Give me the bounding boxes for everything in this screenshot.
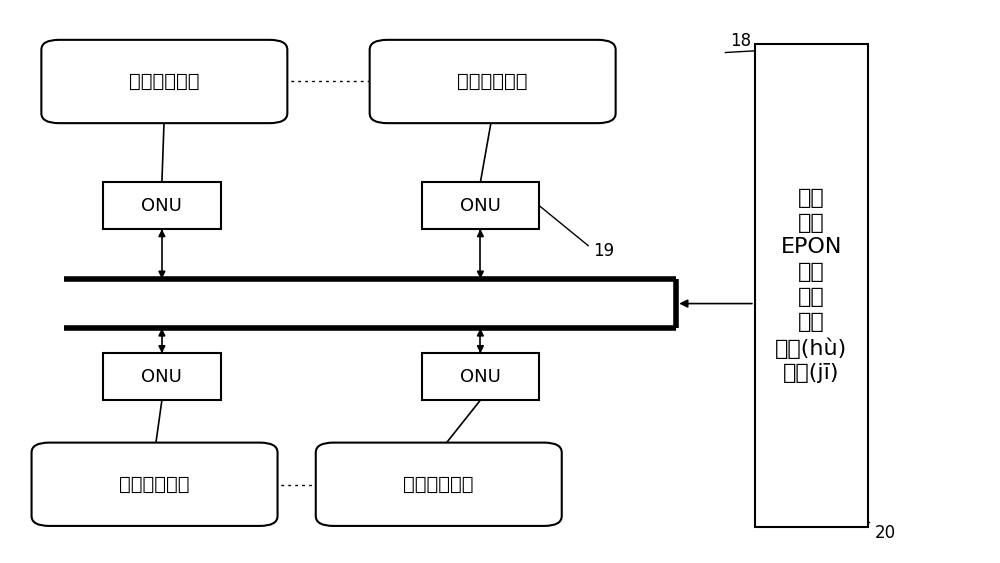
Text: ONU: ONU bbox=[460, 196, 501, 215]
Bar bbox=[103, 182, 221, 229]
FancyBboxPatch shape bbox=[41, 40, 287, 123]
Text: 采集控制終端: 采集控制終端 bbox=[404, 475, 474, 494]
Text: 采集控制終端: 采集控制終端 bbox=[457, 72, 528, 91]
Text: ONU: ONU bbox=[141, 368, 182, 386]
Bar bbox=[755, 44, 868, 527]
Text: 18: 18 bbox=[730, 33, 751, 51]
Text: ONU: ONU bbox=[460, 368, 501, 386]
Bar bbox=[422, 182, 539, 229]
Text: 采集控制終端: 采集控制終端 bbox=[129, 72, 200, 91]
Text: 采集控制終端: 采集控制終端 bbox=[119, 475, 190, 494]
Bar bbox=[103, 353, 221, 400]
FancyBboxPatch shape bbox=[32, 443, 278, 526]
Text: 20: 20 bbox=[874, 524, 895, 542]
Bar bbox=[422, 353, 539, 400]
FancyBboxPatch shape bbox=[370, 40, 616, 123]
Text: 19: 19 bbox=[593, 242, 614, 260]
Text: 一種
基于
EPON
的變
電站
站域
保護(hù)
主機(jī): 一種 基于 EPON 的變 電站 站域 保護(hù) 主機(jī) bbox=[775, 188, 847, 383]
Text: ONU: ONU bbox=[141, 196, 182, 215]
FancyBboxPatch shape bbox=[316, 443, 562, 526]
